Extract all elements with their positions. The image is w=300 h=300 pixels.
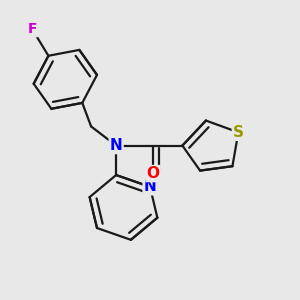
Text: F: F [28,22,37,36]
Text: N: N [110,138,122,153]
Text: O: O [146,166,159,181]
Text: N: N [144,179,156,194]
Text: S: S [233,125,244,140]
